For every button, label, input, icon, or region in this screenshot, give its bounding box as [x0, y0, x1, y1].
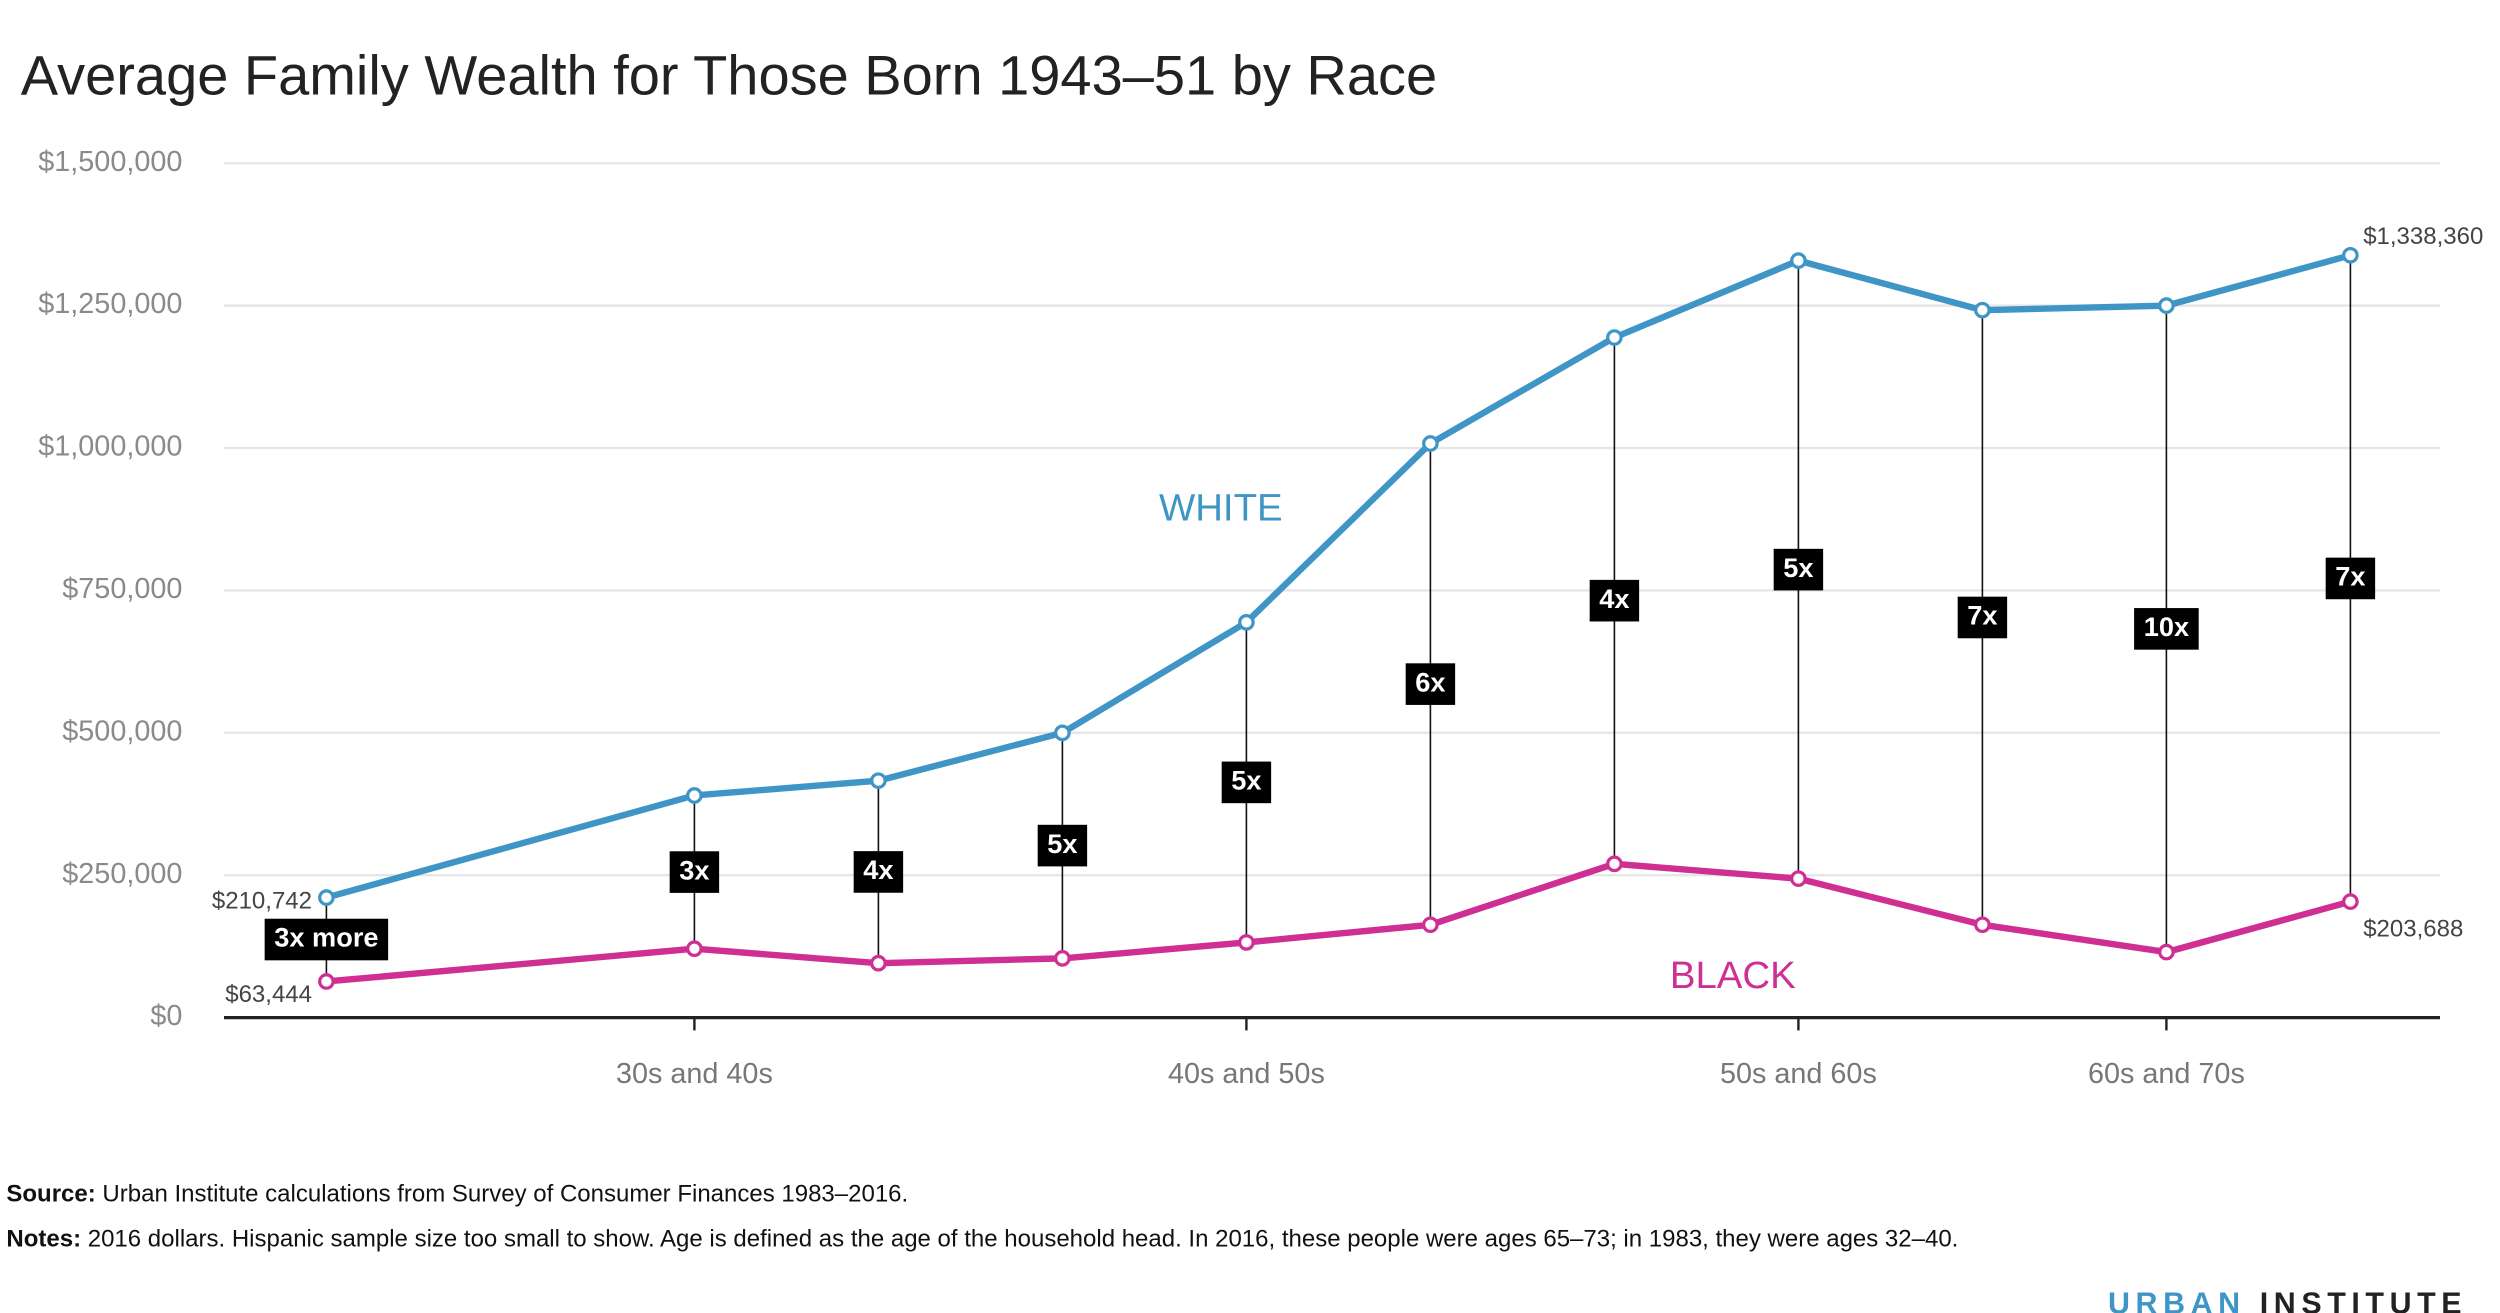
ratio-box: [1037, 824, 1088, 867]
ratio-annotation: 10x: [2134, 608, 2199, 650]
data-point: [870, 772, 887, 789]
data-point: [1238, 613, 1255, 631]
ratio-annotation: 7x: [2325, 557, 2376, 600]
ratio-box: [853, 851, 904, 893]
data-point: [1054, 724, 1071, 742]
data-point: [1422, 916, 1439, 934]
ratio-box: [669, 851, 720, 893]
ratio-annotation: 3x: [669, 851, 720, 893]
value-label: $203,688: [2363, 916, 2463, 943]
ratio-label: 5x: [1047, 828, 1077, 859]
x-tick-label: 40s and 50s: [1168, 1058, 1325, 1090]
ratio-label: 3x more: [274, 922, 378, 953]
series-label: WHITE: [1159, 487, 1283, 530]
ratio-annotation: 4x: [853, 851, 904, 893]
data-point: [1790, 252, 1807, 269]
value-label: $1,338,360: [2363, 223, 2483, 250]
value-label: $210,742: [212, 888, 312, 915]
ratio-box: [1405, 663, 1456, 705]
data-point: [686, 787, 703, 804]
ratio-label: 5x: [1783, 552, 1813, 583]
ratio-label: 7x: [1967, 600, 1997, 631]
brand: URBAN INSTITUTE: [2108, 1287, 2467, 1313]
y-tick-label: $1,250,000: [38, 288, 182, 320]
series-label: BLACK: [1670, 954, 1796, 997]
ratio-box: [2134, 608, 2199, 650]
ratio-box: [1773, 548, 1824, 591]
data-point: [1974, 301, 1991, 319]
series-line: [325, 252, 2352, 901]
data-point: [2342, 246, 2359, 264]
x-tick-label: 50s and 60s: [1720, 1058, 1877, 1090]
y-tick-label: $0: [150, 1000, 182, 1032]
data-point: [1238, 934, 1255, 951]
data-point: [1422, 435, 1439, 452]
x-tick-label: 60s and 70s: [2088, 1058, 2245, 1090]
data-point: [870, 954, 887, 972]
ratio-label: 5x: [1231, 765, 1261, 796]
ratio-label: 10x: [2144, 611, 2189, 642]
data-point: [1790, 870, 1807, 887]
x-tick-label: 30s and 40s: [616, 1058, 773, 1090]
data-point: [318, 889, 335, 906]
data-point: [2342, 893, 2359, 910]
chart-title: Average Family Wealth for Those Born 194…: [21, 43, 1437, 106]
data-point: [2158, 297, 2175, 314]
data-point: [1054, 950, 1071, 967]
ratio-box: [1589, 579, 1640, 622]
notes-text: 2016 dollars. Hispanic sample size too s…: [88, 1225, 1959, 1252]
brand-first: URBAN: [2108, 1287, 2246, 1313]
data-point: [686, 940, 703, 958]
data-point: [1974, 916, 1991, 934]
source: Source: Urban Institute calculations fro…: [6, 1181, 908, 1208]
source-text: Urban Institute calculations from Survey…: [102, 1181, 908, 1208]
ratio-label: 4x: [1599, 583, 1629, 614]
y-tick-label: $250,000: [62, 858, 182, 890]
ratio-box: [264, 918, 389, 961]
ratio-annotation: 5x: [1773, 548, 1824, 591]
ratio-box: [1957, 596, 2008, 639]
y-tick-label: $1,500,000: [38, 146, 182, 178]
series-line: [326, 860, 2352, 985]
data-point: [318, 973, 335, 990]
ratio-label: 3x: [679, 854, 709, 885]
ratio-annotation: 6x: [1405, 663, 1456, 705]
ratio-annotation: 7x: [1957, 596, 2008, 639]
source-label: Source:: [6, 1181, 95, 1208]
ratio-label: 4x: [863, 854, 893, 885]
ratio-annotation: 5x: [1221, 761, 1272, 804]
brand-second: INSTITUTE: [2260, 1287, 2467, 1313]
data-point: [1606, 329, 1623, 346]
data-point: [2158, 943, 2175, 961]
ratio-label: 6x: [1415, 666, 1445, 697]
ratio-label: 7x: [2335, 561, 2365, 592]
notes: Notes: 2016 dollars. Hispanic sample siz…: [6, 1225, 1958, 1252]
ratio-annotation: 4x: [1589, 579, 1640, 622]
value-label: $63,444: [225, 981, 312, 1008]
ratio-annotation: 3x more: [264, 918, 389, 961]
ratio-box: [2325, 557, 2376, 600]
y-tick-label: $1,000,000: [38, 431, 182, 463]
data-point: [1606, 855, 1623, 873]
ratio-annotation: 5x: [1037, 824, 1088, 867]
y-tick-label: $750,000: [62, 573, 182, 605]
ratio-box: [1221, 761, 1272, 804]
y-tick-label: $500,000: [62, 715, 182, 747]
notes-label: Notes:: [6, 1225, 81, 1252]
